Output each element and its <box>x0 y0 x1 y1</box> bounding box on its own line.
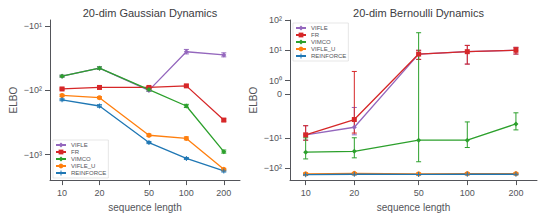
svg-text:ELBO: ELBO <box>248 86 259 113</box>
svg-text:100: 100 <box>179 188 194 198</box>
svg-text:20-dim Gaussian Dynamics: 20-dim Gaussian Dynamics <box>83 7 218 19</box>
svg-text:sequence length: sequence length <box>108 202 181 213</box>
svg-text:20: 20 <box>349 188 359 198</box>
svg-text:10⁰: 10⁰ <box>269 76 282 86</box>
svg-text:200: 200 <box>216 188 231 198</box>
svg-text:FR: FR <box>311 32 320 38</box>
svg-text:10: 10 <box>301 188 311 198</box>
svg-text:0: 0 <box>277 89 282 99</box>
svg-text:−10²: −10² <box>24 85 42 95</box>
svg-text:VIFLE: VIFLE <box>71 142 88 148</box>
svg-text:VIFLE_U: VIFLE_U <box>71 163 95 169</box>
svg-text:VIMCO: VIMCO <box>311 39 331 45</box>
svg-text:10²: 10² <box>269 15 282 25</box>
svg-text:10: 10 <box>57 188 67 198</box>
svg-text:10¹: 10¹ <box>269 45 282 55</box>
svg-text:20: 20 <box>94 188 104 198</box>
svg-text:VIFLE: VIFLE <box>311 25 328 31</box>
svg-text:−10³: −10³ <box>24 150 42 160</box>
svg-text:50: 50 <box>144 188 154 198</box>
svg-text:REINFORCE: REINFORCE <box>71 170 106 176</box>
svg-text:ELBO: ELBO <box>8 86 19 113</box>
svg-text:20-dim Bernoulli Dynamics: 20-dim Bernoulli Dynamics <box>353 7 484 19</box>
svg-text:VIFLE_U: VIFLE_U <box>311 46 335 52</box>
svg-text:sequence length: sequence length <box>377 202 450 213</box>
svg-text:200: 200 <box>508 188 523 198</box>
svg-text:−10¹: −10¹ <box>24 21 42 31</box>
svg-text:REINFORCE: REINFORCE <box>311 53 346 59</box>
svg-text:100: 100 <box>460 188 475 198</box>
svg-text:VIMCO: VIMCO <box>71 156 91 162</box>
svg-text:FR: FR <box>71 149 80 155</box>
svg-text:−10¹: −10¹ <box>264 133 282 143</box>
svg-text:50: 50 <box>414 188 424 198</box>
svg-text:−10²: −10² <box>264 163 282 173</box>
